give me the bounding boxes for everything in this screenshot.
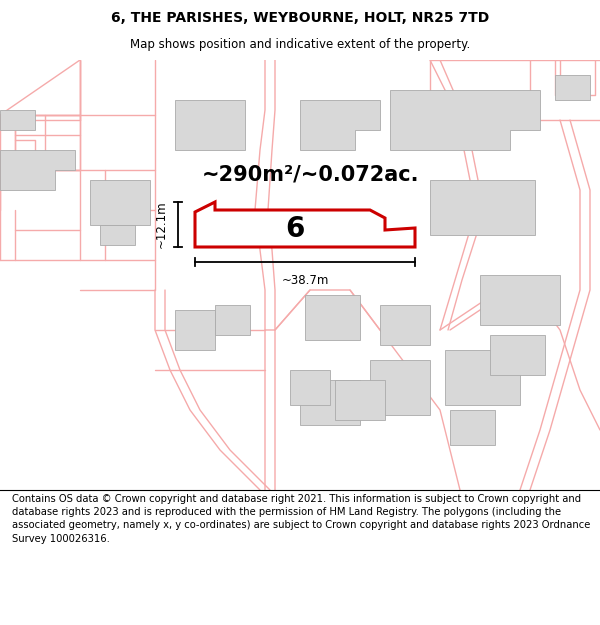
Polygon shape xyxy=(555,75,590,100)
Polygon shape xyxy=(290,370,330,405)
Text: ~12.1m: ~12.1m xyxy=(155,201,168,248)
Polygon shape xyxy=(175,100,245,150)
Text: Map shows position and indicative extent of the property.: Map shows position and indicative extent… xyxy=(130,38,470,51)
Polygon shape xyxy=(390,90,540,150)
Polygon shape xyxy=(175,310,215,350)
Polygon shape xyxy=(300,380,360,425)
Polygon shape xyxy=(195,202,415,247)
Text: Contains OS data © Crown copyright and database right 2021. This information is : Contains OS data © Crown copyright and d… xyxy=(12,494,590,544)
Polygon shape xyxy=(450,410,495,445)
Polygon shape xyxy=(490,335,545,375)
Polygon shape xyxy=(90,180,150,225)
Polygon shape xyxy=(100,225,135,245)
Polygon shape xyxy=(305,295,360,340)
Text: 6, THE PARISHES, WEYBOURNE, HOLT, NR25 7TD: 6, THE PARISHES, WEYBOURNE, HOLT, NR25 7… xyxy=(111,11,489,25)
Polygon shape xyxy=(0,150,75,190)
Polygon shape xyxy=(380,305,430,345)
Polygon shape xyxy=(370,360,430,415)
Text: ~38.7m: ~38.7m xyxy=(281,274,329,287)
Text: 6: 6 xyxy=(286,215,305,243)
Polygon shape xyxy=(300,100,380,150)
Polygon shape xyxy=(480,275,560,325)
Text: ~290m²/~0.072ac.: ~290m²/~0.072ac. xyxy=(201,165,419,185)
Polygon shape xyxy=(335,380,385,420)
Polygon shape xyxy=(430,180,535,235)
Polygon shape xyxy=(215,305,250,335)
Polygon shape xyxy=(0,110,35,130)
Polygon shape xyxy=(445,350,520,405)
